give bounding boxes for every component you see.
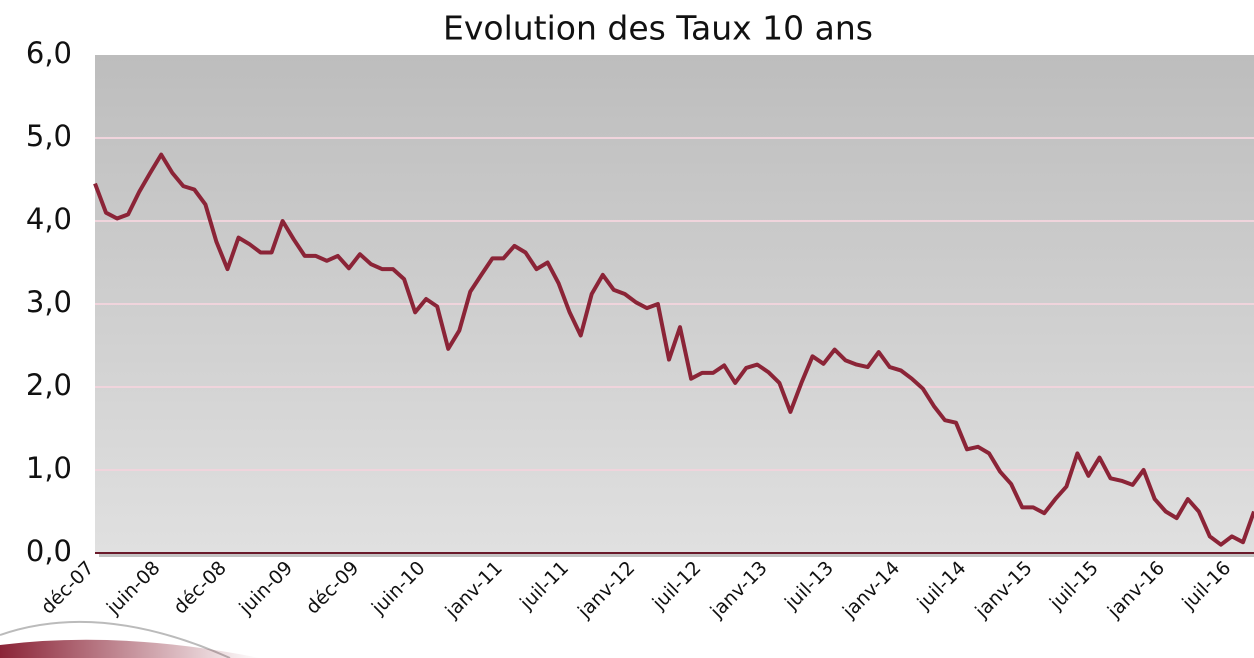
x-tick-label: juil-13 (780, 557, 838, 615)
y-tick-label: 0,0 (26, 534, 72, 568)
x-tick-label: janv-11 (441, 557, 507, 623)
y-tick-label: 5,0 (26, 119, 72, 153)
x-tick-label: juil-16 (1177, 557, 1235, 615)
chart-title: Evolution des Taux 10 ans (443, 9, 873, 48)
y-tick-label: 6,0 (26, 36, 72, 70)
y-tick-label: 4,0 (26, 202, 72, 236)
x-tick-label: janv-15 (970, 557, 1036, 623)
x-tick-label: juin-08 (102, 557, 165, 620)
decor-swoosh (0, 639, 260, 658)
x-tick-label: juin-09 (234, 557, 297, 620)
x-tick-label: janv-13 (705, 557, 771, 623)
decor-curve (0, 620, 231, 658)
data-line (93, 152, 1254, 547)
x-tick-label: juin-10 (367, 557, 430, 620)
x-tick-label: déc-09 (302, 557, 364, 619)
x-tick-label: janv-14 (838, 557, 904, 623)
y-tick-label: 2,0 (26, 368, 72, 402)
x-tick-label: juil-14 (913, 557, 971, 615)
y-tick-label: 1,0 (26, 451, 72, 485)
x-tick-label: janv-16 (1103, 557, 1169, 623)
x-tick-label: juil-11 (515, 557, 573, 615)
y-tick-label: 3,0 (26, 285, 72, 319)
x-tick-label: janv-12 (573, 557, 639, 623)
x-tick-label: déc-08 (169, 557, 231, 619)
x-tick-label: juil-12 (648, 557, 706, 615)
x-tick-label: juil-15 (1045, 557, 1103, 615)
